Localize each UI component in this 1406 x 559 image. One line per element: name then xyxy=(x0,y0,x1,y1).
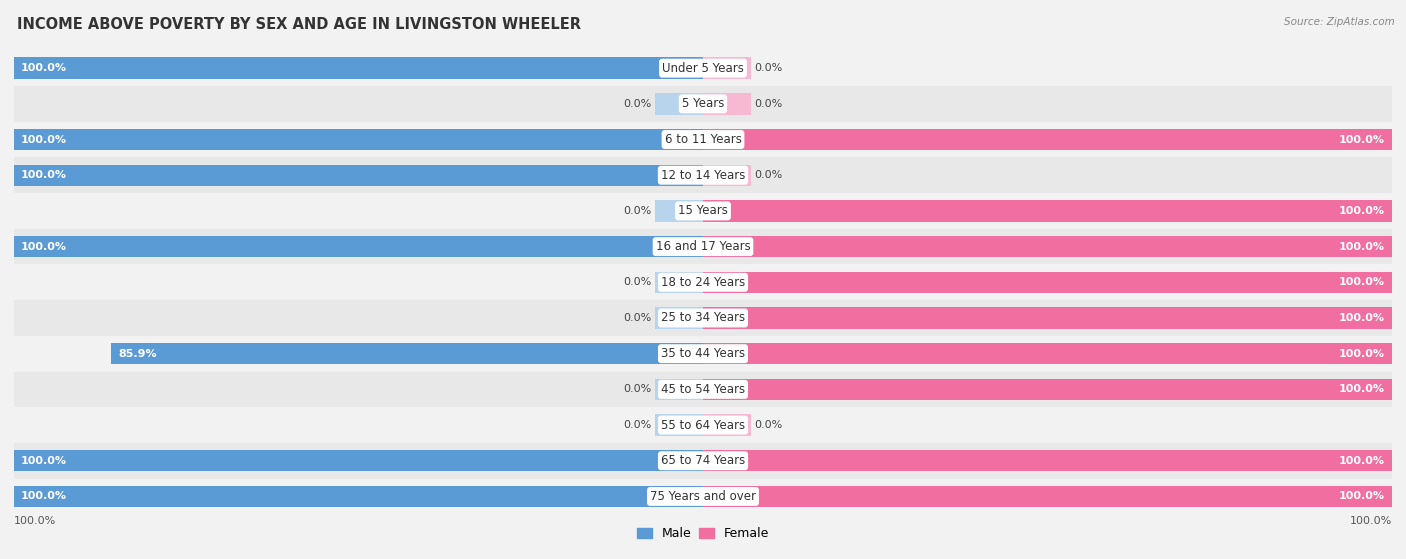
Text: 100.0%: 100.0% xyxy=(21,170,67,180)
Bar xyxy=(655,414,703,436)
Bar xyxy=(14,158,1392,193)
Bar xyxy=(703,164,751,186)
Bar xyxy=(703,200,1392,221)
Text: 35 to 44 Years: 35 to 44 Years xyxy=(661,347,745,360)
Bar xyxy=(703,343,1392,364)
Bar xyxy=(14,50,1392,86)
Bar xyxy=(14,193,1392,229)
Bar xyxy=(655,272,703,293)
Text: INCOME ABOVE POVERTY BY SEX AND AGE IN LIVINGSTON WHEELER: INCOME ABOVE POVERTY BY SEX AND AGE IN L… xyxy=(17,17,581,32)
Text: 0.0%: 0.0% xyxy=(755,63,783,73)
Bar xyxy=(14,122,1392,158)
Text: 100.0%: 100.0% xyxy=(21,456,67,466)
Text: Source: ZipAtlas.com: Source: ZipAtlas.com xyxy=(1284,17,1395,27)
Bar xyxy=(14,129,703,150)
Bar xyxy=(703,378,1392,400)
Text: 0.0%: 0.0% xyxy=(623,206,651,216)
Bar xyxy=(14,164,703,186)
Bar xyxy=(655,200,703,221)
Text: 12 to 14 Years: 12 to 14 Years xyxy=(661,169,745,182)
Bar xyxy=(14,86,1392,122)
Text: 100.0%: 100.0% xyxy=(21,491,67,501)
Bar xyxy=(703,58,751,79)
Bar xyxy=(14,443,1392,479)
Bar xyxy=(111,343,703,364)
Bar xyxy=(655,378,703,400)
Bar xyxy=(14,300,1392,336)
Bar xyxy=(703,450,1392,471)
Text: 0.0%: 0.0% xyxy=(755,99,783,109)
Text: 85.9%: 85.9% xyxy=(118,349,156,359)
Text: 0.0%: 0.0% xyxy=(623,277,651,287)
Text: 0.0%: 0.0% xyxy=(623,313,651,323)
Text: 100.0%: 100.0% xyxy=(1339,349,1385,359)
Bar xyxy=(14,372,1392,407)
Bar xyxy=(14,486,703,507)
Text: 100.0%: 100.0% xyxy=(14,516,56,526)
Text: 0.0%: 0.0% xyxy=(755,420,783,430)
Bar xyxy=(14,229,1392,264)
Text: 100.0%: 100.0% xyxy=(21,135,67,145)
Bar xyxy=(14,236,703,257)
Text: 75 Years and over: 75 Years and over xyxy=(650,490,756,503)
Bar xyxy=(14,450,703,471)
Text: 0.0%: 0.0% xyxy=(623,420,651,430)
Text: 6 to 11 Years: 6 to 11 Years xyxy=(665,133,741,146)
Bar xyxy=(703,486,1392,507)
Bar xyxy=(655,307,703,329)
Text: 55 to 64 Years: 55 to 64 Years xyxy=(661,419,745,432)
Bar xyxy=(14,407,1392,443)
Text: 100.0%: 100.0% xyxy=(1339,491,1385,501)
Text: 100.0%: 100.0% xyxy=(1339,313,1385,323)
Text: 0.0%: 0.0% xyxy=(623,385,651,394)
Bar xyxy=(14,58,703,79)
Text: 15 Years: 15 Years xyxy=(678,205,728,217)
Text: 100.0%: 100.0% xyxy=(1339,241,1385,252)
Text: 65 to 74 Years: 65 to 74 Years xyxy=(661,454,745,467)
Text: 16 and 17 Years: 16 and 17 Years xyxy=(655,240,751,253)
Bar xyxy=(14,264,1392,300)
Text: 100.0%: 100.0% xyxy=(1339,277,1385,287)
Text: 100.0%: 100.0% xyxy=(1350,516,1392,526)
Text: 100.0%: 100.0% xyxy=(1339,385,1385,394)
Text: 100.0%: 100.0% xyxy=(1339,206,1385,216)
Text: 100.0%: 100.0% xyxy=(21,241,67,252)
Bar xyxy=(703,129,1392,150)
Legend: Male, Female: Male, Female xyxy=(631,522,775,545)
Bar xyxy=(14,336,1392,372)
Text: 100.0%: 100.0% xyxy=(1339,456,1385,466)
Text: 100.0%: 100.0% xyxy=(21,63,67,73)
Text: 5 Years: 5 Years xyxy=(682,97,724,110)
Bar xyxy=(703,272,1392,293)
Bar xyxy=(703,414,751,436)
Bar xyxy=(655,93,703,115)
Text: 100.0%: 100.0% xyxy=(1339,135,1385,145)
Bar xyxy=(14,479,1392,514)
Bar xyxy=(703,307,1392,329)
Bar xyxy=(703,236,1392,257)
Bar xyxy=(703,93,751,115)
Text: 18 to 24 Years: 18 to 24 Years xyxy=(661,276,745,289)
Text: 45 to 54 Years: 45 to 54 Years xyxy=(661,383,745,396)
Text: 0.0%: 0.0% xyxy=(623,99,651,109)
Text: 0.0%: 0.0% xyxy=(755,170,783,180)
Text: Under 5 Years: Under 5 Years xyxy=(662,61,744,75)
Text: 25 to 34 Years: 25 to 34 Years xyxy=(661,311,745,324)
